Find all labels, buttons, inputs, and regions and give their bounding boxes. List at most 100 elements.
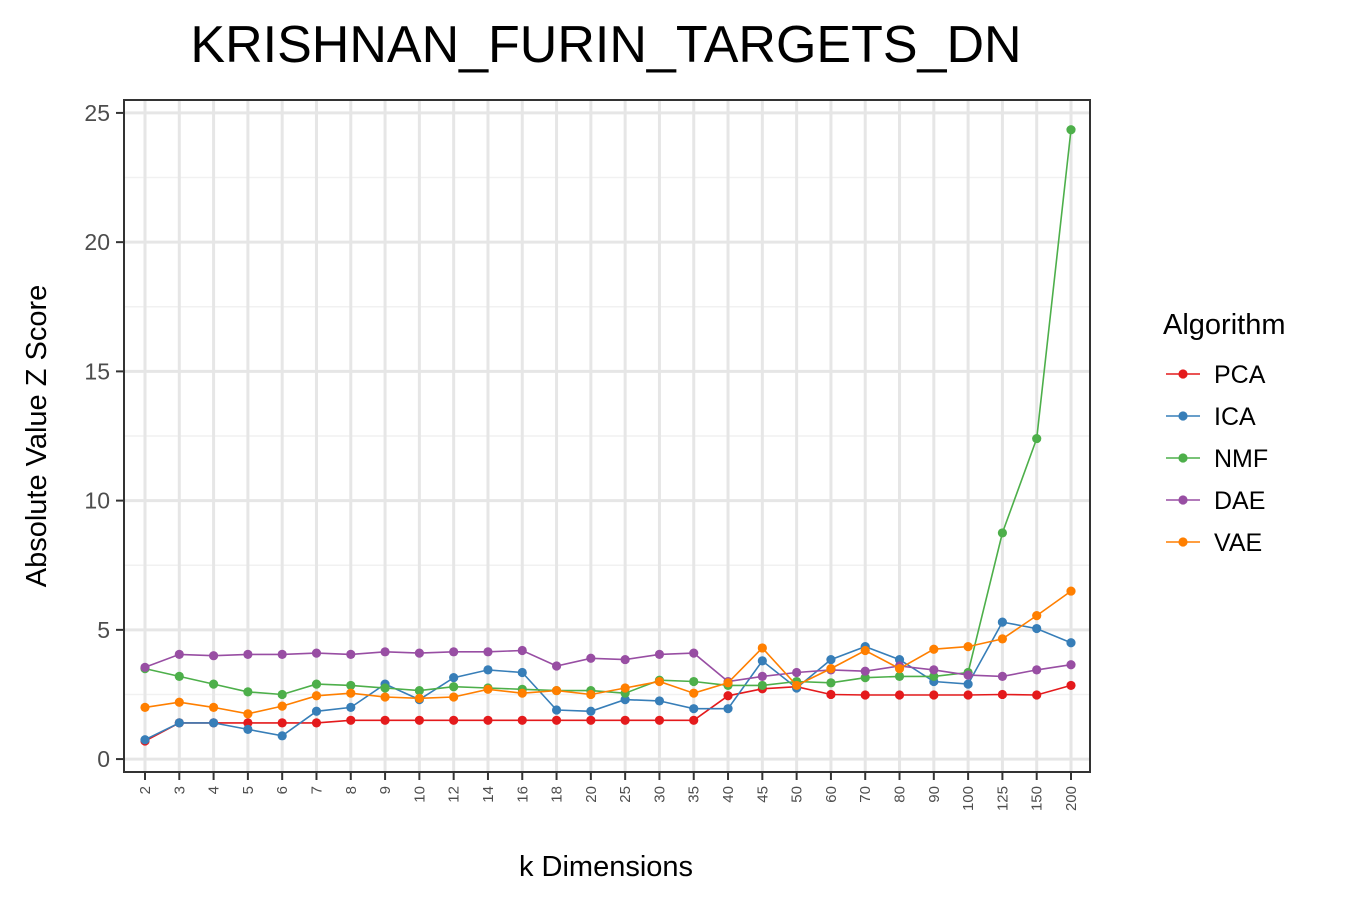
data-point-vae — [517, 688, 527, 698]
series-line-ica — [144, 621, 1072, 741]
data-point-nmf — [757, 680, 767, 691]
data-point-ica — [1032, 623, 1042, 634]
data-point-nmf — [208, 679, 219, 689]
data-point-nmf — [174, 671, 184, 681]
data-point-ica — [826, 654, 836, 665]
x-tick-label: 14 — [480, 786, 497, 803]
x-tick-label: 100 — [960, 786, 977, 811]
data-point-nmf — [929, 671, 939, 681]
y-axis-label: Absolute Value Z Score — [21, 285, 53, 588]
data-point-vae — [277, 701, 287, 711]
x-tick-label: 60 — [823, 786, 840, 803]
data-point-pca — [620, 715, 630, 725]
data-point-vae — [1066, 586, 1076, 596]
x-tick-label: 8 — [343, 786, 360, 794]
data-point-dae — [1066, 660, 1076, 670]
data-point-ica — [243, 724, 253, 734]
data-point-vae — [346, 688, 356, 698]
data-point-vae — [723, 678, 733, 688]
data-point-vae — [174, 697, 184, 707]
data-point-dae — [929, 665, 939, 675]
series-line-vae — [144, 590, 1072, 715]
data-point-pca — [723, 691, 733, 701]
x-tick-label: 10 — [411, 786, 428, 803]
data-point-vae — [620, 683, 630, 693]
data-point-ica — [483, 665, 493, 675]
x-tick-label: 4 — [206, 786, 223, 794]
x-tick-label: 80 — [892, 786, 909, 803]
data-point-ica — [551, 705, 562, 715]
data-point-dae — [654, 649, 665, 660]
data-point-dae — [243, 649, 253, 660]
x-tick-label: 45 — [754, 786, 771, 803]
legend-key-point — [1178, 537, 1188, 547]
data-point-dae — [346, 649, 356, 660]
y-tick-label: 10 — [84, 488, 110, 514]
data-point-dae — [586, 653, 596, 663]
legend-label-pca: PCA — [1214, 361, 1266, 389]
data-point-pca — [963, 690, 973, 700]
data-point-pca — [1066, 680, 1076, 691]
x-tick-label: 2 — [137, 786, 154, 794]
data-point-vae — [757, 643, 767, 653]
data-point-ica — [586, 706, 596, 716]
data-point-vae — [792, 680, 802, 691]
data-point-dae — [208, 651, 219, 661]
data-point-dae — [1032, 665, 1042, 675]
data-point-vae — [654, 676, 665, 687]
x-tick-label: 6 — [274, 786, 291, 794]
data-point-pca — [689, 715, 699, 725]
data-point-pca — [449, 715, 459, 725]
data-point-vae — [929, 644, 939, 654]
data-point-ica — [346, 702, 356, 712]
x-tick-label: 7 — [308, 786, 325, 794]
data-point-nmf — [243, 687, 253, 697]
data-point-ica — [1066, 638, 1076, 648]
data-point-dae — [174, 649, 184, 660]
data-point-nmf — [826, 678, 836, 688]
data-point-dae — [689, 648, 699, 658]
data-point-vae — [414, 693, 424, 703]
data-point-dae — [792, 667, 802, 678]
data-point-pca — [551, 715, 562, 725]
data-point-pca — [860, 690, 870, 700]
data-point-ica — [894, 654, 905, 665]
data-point-pca — [1032, 690, 1042, 700]
data-point-ica — [963, 679, 973, 689]
x-tick-label: 16 — [514, 786, 531, 803]
series-line-nmf — [144, 129, 1072, 696]
data-point-dae — [757, 671, 767, 681]
x-tick-label: 25 — [617, 786, 634, 803]
data-point-dae — [449, 647, 459, 657]
data-point-ica — [208, 718, 219, 728]
data-point-dae — [860, 666, 870, 676]
data-point-ica — [723, 704, 733, 714]
legend-key-point — [1178, 453, 1188, 463]
data-point-vae — [894, 664, 905, 674]
data-point-vae — [311, 691, 322, 701]
data-point-vae — [380, 692, 390, 702]
data-point-ica — [174, 718, 184, 728]
data-point-dae — [997, 671, 1008, 681]
y-tick-label: 15 — [84, 358, 110, 384]
data-point-ica — [311, 706, 322, 716]
data-point-nmf — [414, 685, 424, 696]
x-tick-label: 90 — [926, 786, 943, 803]
data-point-pca — [586, 715, 596, 725]
x-tick-label: 50 — [789, 786, 806, 803]
x-tick-label: 30 — [651, 786, 668, 803]
data-point-nmf — [346, 680, 356, 691]
chart-title: KRISHNAN_FURIN_TARGETS_DN — [190, 16, 1021, 74]
data-point-pca — [277, 718, 287, 728]
data-point-pca — [311, 718, 322, 728]
data-point-nmf — [1032, 433, 1042, 444]
data-point-dae — [380, 647, 390, 657]
y-tick-label: 0 — [97, 746, 110, 772]
data-point-ica — [140, 735, 150, 745]
data-point-ica — [449, 673, 459, 683]
x-tick-label: 9 — [377, 786, 394, 794]
x-tick-label: 18 — [549, 786, 566, 803]
data-point-nmf — [311, 679, 322, 689]
